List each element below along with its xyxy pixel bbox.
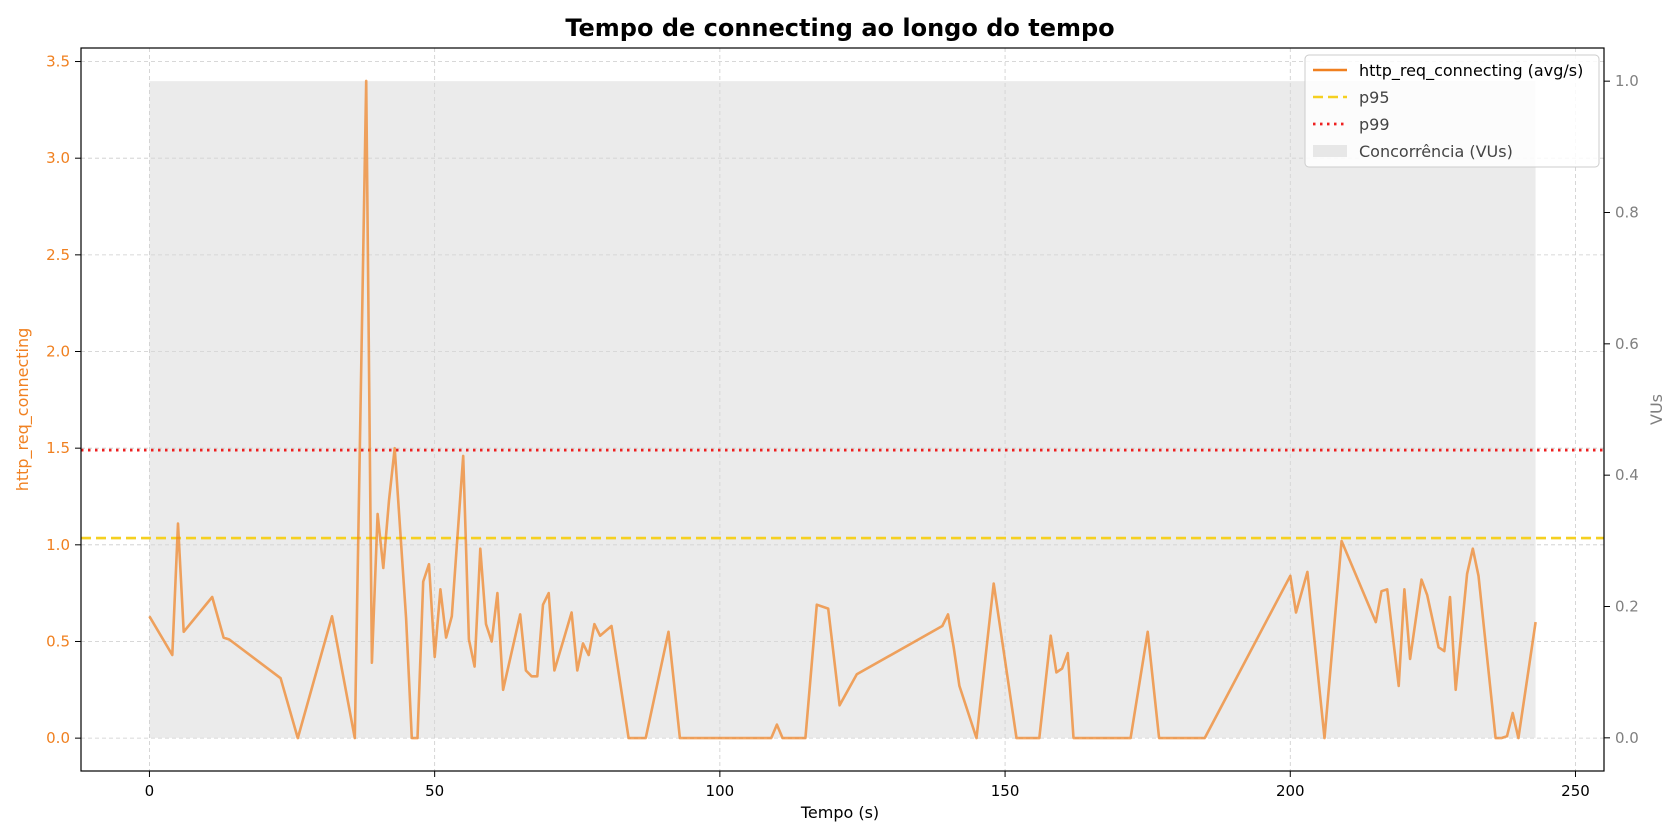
y-axis-left: 0.0 0.5 1.0 1.5 2.0 2.5 3.0 3.5 (46, 53, 81, 747)
x-tick-label: 150 (991, 782, 1020, 800)
x-axis: 0 50 100 150 200 250 (145, 771, 1590, 800)
vus-area (149, 81, 1536, 738)
legend-p95-label: p95 (1359, 88, 1390, 107)
x-tick-label: 200 (1276, 782, 1305, 800)
legend-vus-swatch (1313, 145, 1347, 157)
vus-area-layer (149, 81, 1536, 738)
y-tick-label: 3.5 (46, 53, 70, 71)
y-tick-label: 1.0 (46, 536, 70, 554)
x-tick-label: 0 (145, 782, 155, 800)
percentile-lines (81, 448, 1604, 540)
y-tick-label: 0.0 (46, 729, 70, 747)
legend-series-label: http_req_connecting (avg/s) (1359, 61, 1583, 81)
y2-tick-label: 0.8 (1615, 203, 1639, 221)
y-tick-label: 0.5 (46, 632, 70, 650)
x-tick-label: 100 (706, 782, 735, 800)
y2-tick-label: 0.4 (1615, 466, 1639, 484)
y-tick-label: 2.5 (46, 246, 70, 264)
connecting-series-line (148, 79, 1537, 740)
plot-frame (80, 47, 1605, 772)
y-axis-right: 0.0 0.2 0.4 0.6 0.8 1.0 (1604, 72, 1639, 747)
y-axis-title: http_req_connecting (13, 328, 33, 492)
y-tick-label: 3.0 (46, 149, 70, 167)
y2-tick-label: 0.0 (1615, 729, 1639, 747)
y2-tick-label: 0.2 (1615, 598, 1639, 616)
legend-vus-label: Concorrência (VUs) (1359, 142, 1513, 161)
series-layer (148, 79, 1537, 740)
x-tick-label: 250 (1561, 782, 1590, 800)
legend-box (1304, 54, 1600, 168)
chart-title: Tempo de connecting ao longo do tempo (565, 14, 1114, 42)
x-tick-label: 50 (425, 782, 444, 800)
x-axis-title: Tempo (s) (800, 803, 879, 822)
y-tick-label: 1.5 (46, 439, 70, 457)
legend: http_req_connecting (avg/s) p95 p99 Concorr… (1304, 54, 1600, 168)
y2-tick-label: 0.6 (1615, 335, 1639, 353)
y2-tick-label: 1.0 (1615, 72, 1639, 90)
y-tick-label: 2.0 (46, 343, 70, 361)
y2-axis-title: VUs (1647, 394, 1666, 425)
legend-p99-label: p99 (1359, 115, 1390, 134)
